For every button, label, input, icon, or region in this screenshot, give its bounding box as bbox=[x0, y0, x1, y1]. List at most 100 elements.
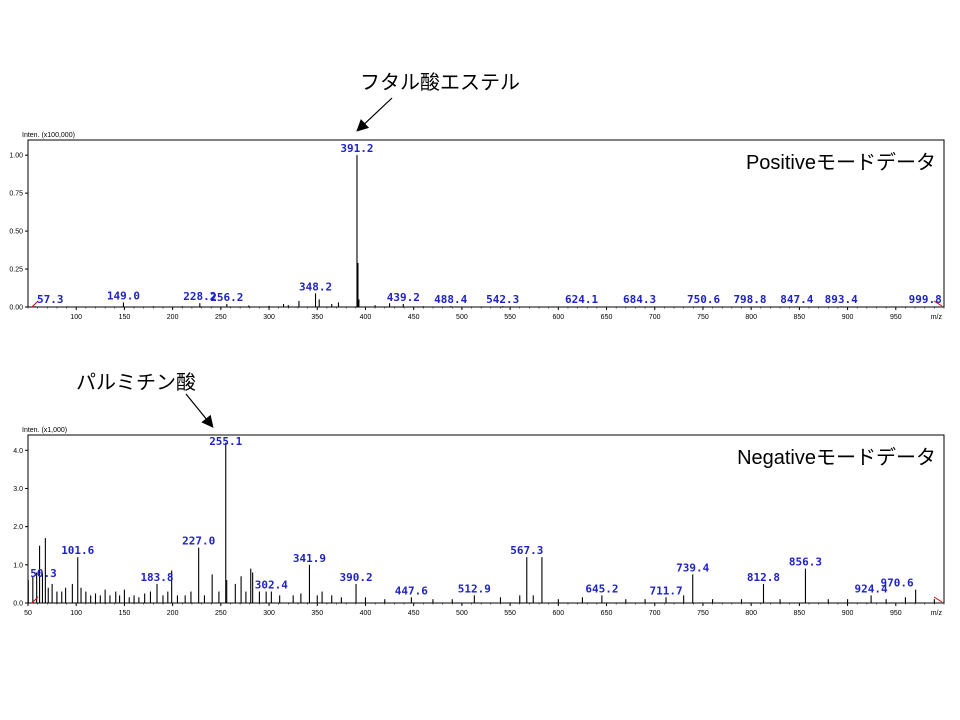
x-tick-label: 50 bbox=[24, 610, 32, 617]
x-tick-label: 350 bbox=[311, 610, 323, 617]
peak-label: 256.2 bbox=[210, 291, 243, 304]
x-tick-label: 600 bbox=[552, 314, 564, 321]
peak-label: 390.2 bbox=[339, 571, 372, 584]
negative-mode-label: Negativeモードデータ bbox=[737, 446, 936, 469]
peak-label: 447.6 bbox=[395, 584, 428, 597]
peak-label: 149.0 bbox=[107, 289, 140, 302]
negative-inten-label: Inten. (x1,000) bbox=[22, 427, 67, 434]
range-marker-right bbox=[933, 596, 943, 603]
peak-label: 302.4 bbox=[255, 579, 288, 592]
x-tick-label: 900 bbox=[842, 610, 854, 617]
peak-label: 893.4 bbox=[825, 293, 858, 306]
annotation-palmitic: パルミチン酸 bbox=[76, 370, 196, 394]
x-tick-label: 100 bbox=[70, 314, 82, 321]
x-tick-label: 850 bbox=[794, 610, 806, 617]
peak-label: 542.3 bbox=[486, 293, 519, 306]
x-unit-label: m/z bbox=[931, 314, 943, 321]
x-tick-label: 700 bbox=[649, 610, 661, 617]
peak-label: 439.2 bbox=[387, 291, 420, 304]
peak-label: 999.8 bbox=[909, 293, 942, 306]
x-tick-label: 150 bbox=[119, 314, 131, 321]
x-tick-label: 400 bbox=[360, 610, 372, 617]
peak-label: 970.6 bbox=[881, 577, 914, 590]
x-tick-label: 300 bbox=[263, 314, 275, 321]
x-tick-label: 550 bbox=[504, 610, 516, 617]
x-tick-label: 200 bbox=[167, 610, 179, 617]
peak-label: 101.6 bbox=[61, 544, 94, 557]
peak-label: 183.8 bbox=[140, 571, 173, 584]
x-tick-label: 800 bbox=[745, 610, 757, 617]
positive-spectrum-chart: Inten. (x100,000) Positiveモードデータ 0.00 0.2… bbox=[9, 132, 945, 321]
peak-label: 567.3 bbox=[510, 544, 543, 557]
peak-label: 924.4 bbox=[855, 582, 888, 595]
x-tick-label: 450 bbox=[408, 314, 420, 321]
peak-label: 812.8 bbox=[747, 571, 780, 584]
peak-label: 341.9 bbox=[293, 552, 326, 565]
peak-label: 624.1 bbox=[565, 293, 598, 306]
plot-frame bbox=[27, 139, 945, 308]
x-tick-label: 400 bbox=[360, 314, 372, 321]
peak-label: 50.3 bbox=[30, 567, 56, 580]
x-tick-label: 100 bbox=[70, 610, 82, 617]
peak-label: 512.9 bbox=[458, 582, 491, 595]
peak-label: 750.6 bbox=[687, 293, 720, 306]
positive-mode-label: Positiveモードデータ bbox=[746, 151, 936, 174]
x-tick-label: 750 bbox=[697, 314, 709, 321]
x-unit-label: m/z bbox=[931, 610, 943, 617]
arrow-palmitic bbox=[185, 393, 214, 428]
peak-label: 856.3 bbox=[789, 556, 822, 569]
x-tick-label: 500 bbox=[456, 610, 468, 617]
x-tick-label: 500 bbox=[456, 314, 468, 321]
x-tick-label: 900 bbox=[842, 314, 854, 321]
range-marker-left bbox=[31, 300, 39, 308]
x-tick-label: 850 bbox=[794, 314, 806, 321]
peak-label: 227.0 bbox=[182, 535, 215, 548]
peak-label: 645.2 bbox=[585, 582, 618, 595]
x-tick-label: 800 bbox=[745, 314, 757, 321]
arrow-phthalate bbox=[356, 97, 393, 132]
peak-label: 684.3 bbox=[623, 293, 656, 306]
x-tick-label: 750 bbox=[697, 610, 709, 617]
peak-label: 255.1 bbox=[209, 435, 242, 448]
peak-label: 57.3 bbox=[37, 293, 64, 306]
range-marker-left bbox=[31, 596, 39, 604]
plot-frame bbox=[27, 434, 945, 604]
y-tick-label: 1.0 bbox=[13, 562, 23, 569]
peak-label: 228.2 bbox=[183, 290, 216, 303]
x-tick-label: 300 bbox=[263, 610, 275, 617]
x-tick-label: 200 bbox=[167, 314, 179, 321]
y-tick-label: 0.25 bbox=[9, 267, 23, 274]
peak-label: 391.2 bbox=[340, 142, 373, 155]
x-tick-label: 650 bbox=[601, 610, 613, 617]
peak-label: 711.7 bbox=[649, 584, 682, 597]
y-tick-label: 0.0 bbox=[13, 601, 23, 608]
x-tick-label: 250 bbox=[215, 610, 227, 617]
peak-label: 488.4 bbox=[434, 293, 467, 306]
x-tick-label: 650 bbox=[601, 314, 613, 321]
peak-label: 798.8 bbox=[733, 293, 766, 306]
x-tick-label: 550 bbox=[504, 314, 516, 321]
peak-label: 847.4 bbox=[780, 293, 813, 306]
x-tick-label: 250 bbox=[215, 314, 227, 321]
x-tick-label: 450 bbox=[408, 610, 420, 617]
x-tick-label: 950 bbox=[890, 610, 902, 617]
annotation-phthalate: フタル酸エステル bbox=[360, 70, 520, 94]
y-tick-label: 1.00 bbox=[9, 153, 23, 160]
y-tick-label: 3.0 bbox=[13, 486, 23, 493]
range-marker-right bbox=[933, 300, 943, 307]
x-tick-label: 150 bbox=[119, 610, 131, 617]
y-tick-label: 0.75 bbox=[9, 191, 23, 198]
x-tick-label: 950 bbox=[890, 314, 902, 321]
negative-spectrum-chart: Inten. (x1,000) Negativeモードデータ 0.0 1.0 2.0… bbox=[13, 427, 945, 617]
y-tick-label: 2.0 bbox=[13, 524, 23, 531]
x-tick-label: 700 bbox=[649, 314, 661, 321]
positive-inten-label: Inten. (x100,000) bbox=[22, 132, 75, 139]
peak-label: 348.2 bbox=[299, 280, 332, 293]
y-tick-label: 0.50 bbox=[9, 229, 23, 236]
y-tick-label: 0.00 bbox=[9, 305, 23, 312]
peak-label: 739.4 bbox=[676, 561, 709, 574]
x-tick-label: 600 bbox=[552, 610, 564, 617]
x-tick-label: 350 bbox=[311, 314, 323, 321]
y-tick-label: 4.0 bbox=[13, 448, 23, 455]
